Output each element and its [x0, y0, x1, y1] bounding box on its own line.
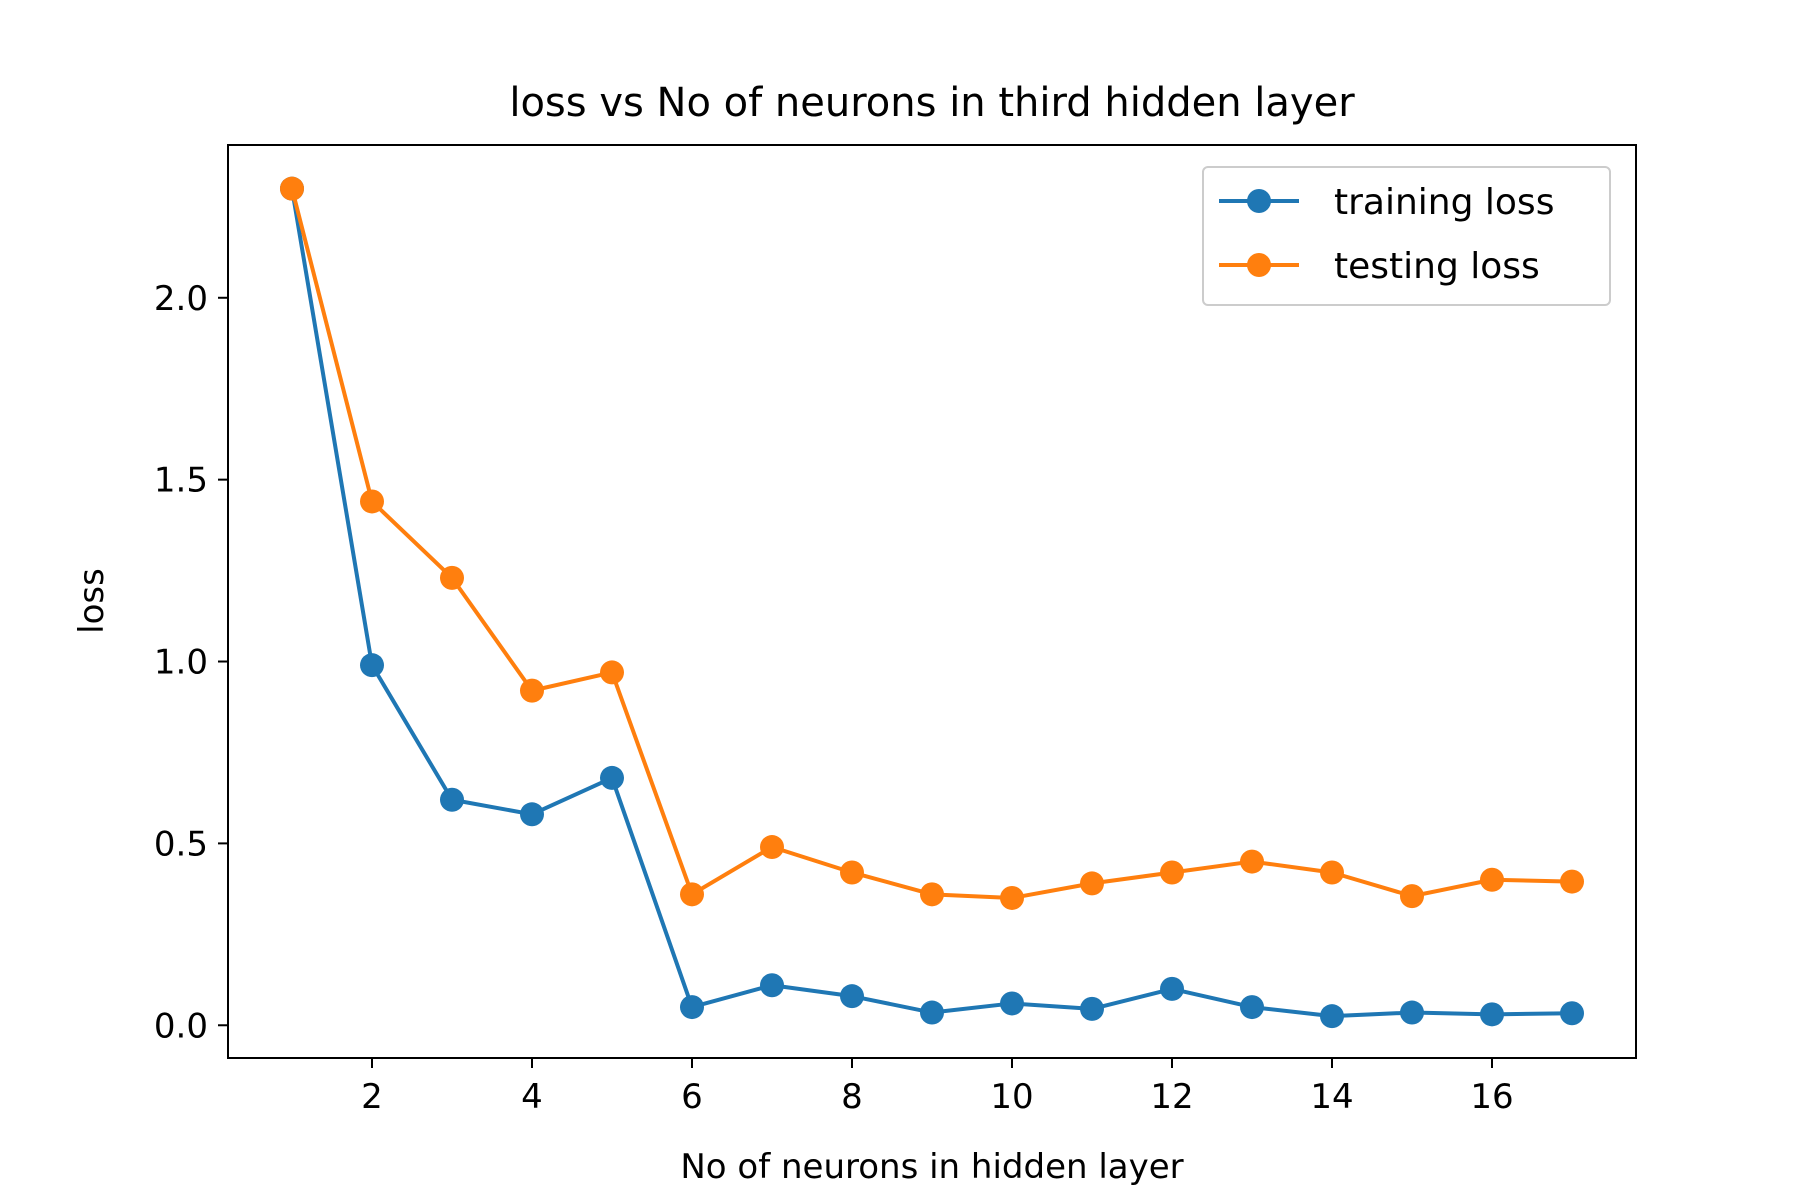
x-tick-label: 10	[990, 1077, 1033, 1117]
data-point	[680, 882, 704, 907]
legend-frame	[1202, 166, 1611, 306]
legend-label: testing loss	[1334, 246, 1540, 287]
y-tick-label: 2.0	[154, 279, 208, 319]
x-tick-label: 12	[1150, 1077, 1193, 1117]
data-point	[1000, 991, 1024, 1016]
data-point	[1560, 1001, 1584, 1026]
x-axis-ticks: 2 4 6 8 10 12 14 16	[361, 1058, 1514, 1117]
data-point	[840, 984, 864, 1009]
x-tick-label: 14	[1310, 1077, 1353, 1117]
data-point	[1240, 995, 1264, 1020]
data-point	[920, 1000, 944, 1025]
data-point	[520, 678, 544, 703]
data-point	[760, 973, 784, 998]
data-point	[1240, 849, 1264, 874]
x-tick-label: 16	[1470, 1077, 1513, 1117]
data-point	[1080, 871, 1104, 896]
data-point	[360, 489, 384, 514]
data-point	[1080, 996, 1104, 1021]
x-tick-label: 2	[361, 1077, 383, 1117]
data-point	[920, 882, 944, 907]
x-tick-label: 6	[681, 1077, 703, 1117]
data-point	[1480, 1002, 1504, 1027]
data-point	[360, 653, 384, 678]
data-point	[1560, 869, 1584, 894]
data-point	[1400, 1000, 1424, 1025]
data-point	[1320, 860, 1344, 885]
data-point	[1400, 884, 1424, 909]
data-point	[520, 802, 544, 827]
y-tick-label: 1.0	[154, 643, 208, 683]
chart-title: loss vs No of neurons in third hidden la…	[509, 80, 1355, 126]
data-point	[680, 995, 704, 1020]
y-tick-label: 0.0	[154, 1006, 208, 1046]
y-axis-label: loss	[72, 568, 112, 634]
x-tick-label: 8	[841, 1077, 863, 1117]
legend-label: training loss	[1334, 182, 1554, 223]
x-tick-label: 4	[521, 1077, 543, 1117]
y-tick-label: 1.5	[154, 461, 208, 501]
data-point	[1480, 867, 1504, 892]
data-point	[1160, 860, 1184, 885]
legend: training loss testing loss	[1202, 166, 1611, 306]
data-point	[1320, 1004, 1344, 1029]
series-layer	[280, 176, 1584, 1029]
data-point	[1000, 885, 1024, 910]
data-point	[840, 860, 864, 885]
legend-items: training loss testing loss	[1219, 182, 1554, 287]
data-point	[440, 787, 464, 812]
series-training-loss	[280, 176, 1584, 1029]
data-point	[760, 835, 784, 860]
plot-area-frame	[227, 144, 1637, 1059]
data-point	[600, 765, 624, 790]
data-point	[600, 660, 624, 685]
x-axis-label: No of neurons in hidden layer	[680, 1147, 1183, 1187]
y-axis-ticks: 0.0 0.5 1.0 1.5 2.0	[154, 279, 228, 1046]
legend-swatch-marker	[1247, 189, 1271, 213]
series-testing-loss	[280, 176, 1584, 910]
legend-swatch-marker	[1247, 253, 1271, 277]
data-point	[280, 176, 304, 201]
y-tick-label: 0.5	[154, 824, 208, 864]
data-point	[440, 565, 464, 590]
data-point	[1160, 976, 1184, 1001]
